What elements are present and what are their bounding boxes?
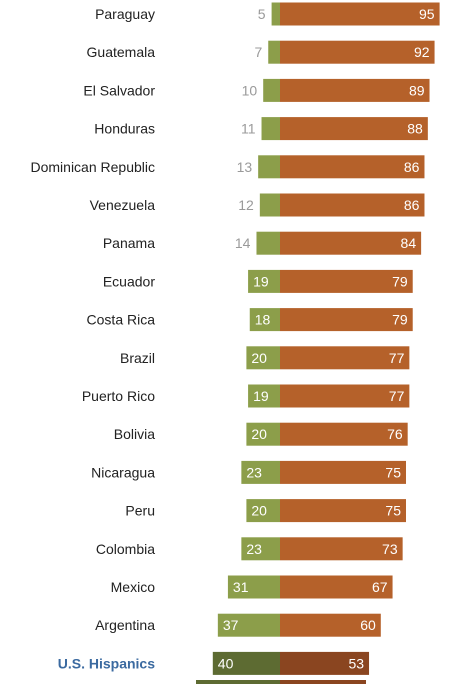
category-label: U.S. Hispanics bbox=[58, 655, 155, 671]
bar-left bbox=[246, 346, 280, 370]
value-label-right: 77 bbox=[389, 388, 405, 404]
category-label: Argentina bbox=[95, 617, 155, 633]
bar-right bbox=[280, 384, 410, 408]
value-label-left: 11 bbox=[241, 121, 256, 137]
bar-left bbox=[248, 384, 280, 408]
value-label-right: 73 bbox=[382, 541, 398, 557]
value-label-right: 75 bbox=[385, 464, 401, 480]
value-label-right: 79 bbox=[392, 312, 408, 328]
value-label-left: 19 bbox=[253, 388, 269, 404]
value-label-left: 19 bbox=[253, 273, 269, 289]
value-label-right: 84 bbox=[401, 235, 417, 251]
category-label: Peru bbox=[125, 503, 155, 519]
value-label-right: 79 bbox=[392, 273, 408, 289]
category-label: Puerto Rico bbox=[82, 388, 155, 404]
bar-left bbox=[258, 155, 280, 179]
bar-left bbox=[263, 78, 280, 102]
category-label: Guatemala bbox=[87, 44, 156, 60]
bar-left bbox=[271, 2, 280, 26]
value-label-right: 77 bbox=[389, 350, 405, 366]
bar-left bbox=[241, 537, 280, 561]
bar-left-partial bbox=[196, 680, 280, 689]
value-label-left: 23 bbox=[246, 541, 262, 557]
bar-left bbox=[256, 231, 280, 255]
category-label: Brazil bbox=[120, 350, 155, 366]
bar-left bbox=[217, 613, 280, 637]
bar-right bbox=[280, 460, 406, 484]
bar-right bbox=[280, 2, 440, 26]
bar-left bbox=[246, 499, 280, 523]
bar-left bbox=[268, 40, 280, 64]
value-label-right: 76 bbox=[387, 426, 403, 442]
value-label-right: 89 bbox=[409, 82, 425, 98]
bar-left bbox=[212, 651, 280, 675]
value-label-right: 86 bbox=[404, 159, 420, 175]
category-label: Honduras bbox=[94, 121, 155, 137]
bar-right bbox=[280, 613, 381, 637]
category-label: Bolivia bbox=[114, 426, 155, 442]
bar-left bbox=[227, 575, 280, 599]
bar-right-partial bbox=[280, 680, 366, 689]
value-label-left: 20 bbox=[251, 350, 267, 366]
value-label-right: 75 bbox=[385, 503, 401, 519]
value-label-left: 14 bbox=[235, 235, 251, 251]
value-label-right: 88 bbox=[407, 121, 423, 137]
bar-left bbox=[248, 269, 280, 293]
value-label-left: 37 bbox=[223, 617, 239, 633]
bar-right bbox=[280, 499, 406, 523]
bar-left bbox=[249, 308, 280, 332]
bar-right bbox=[280, 193, 425, 217]
value-label-right: 92 bbox=[414, 44, 430, 60]
bar-right bbox=[280, 231, 422, 255]
bar-right bbox=[280, 575, 393, 599]
category-label: El Salvador bbox=[83, 82, 155, 98]
bar-right bbox=[280, 422, 408, 446]
value-label-right: 53 bbox=[348, 655, 364, 671]
category-label: Colombia bbox=[96, 541, 155, 557]
bar-right bbox=[280, 117, 428, 141]
category-label: Dominican Republic bbox=[30, 159, 155, 175]
value-label-left: 40 bbox=[218, 655, 234, 671]
category-label: Costa Rica bbox=[87, 312, 156, 328]
category-label: Paraguay bbox=[95, 6, 155, 22]
category-label: Venezuela bbox=[90, 197, 156, 213]
category-label: Panama bbox=[103, 235, 155, 251]
category-label: Ecuador bbox=[103, 273, 155, 289]
bar-right bbox=[280, 269, 413, 293]
value-label-left: 23 bbox=[246, 464, 262, 480]
bar-left bbox=[241, 460, 280, 484]
value-label-right: 95 bbox=[419, 6, 435, 22]
bar-left bbox=[259, 193, 280, 217]
value-label-left: 7 bbox=[254, 44, 262, 60]
bar-right bbox=[280, 651, 370, 675]
value-label-right: 67 bbox=[372, 579, 388, 595]
value-label-left: 5 bbox=[258, 6, 266, 22]
value-label-left: 20 bbox=[251, 426, 267, 442]
value-label-left: 31 bbox=[233, 579, 249, 595]
value-label-right: 60 bbox=[360, 617, 376, 633]
bar-right bbox=[280, 537, 403, 561]
value-label-right: 86 bbox=[404, 197, 420, 213]
category-label: Nicaragua bbox=[91, 464, 155, 480]
value-label-left: 13 bbox=[237, 159, 253, 175]
value-label-left: 20 bbox=[251, 503, 267, 519]
bar-left bbox=[261, 117, 280, 141]
bar-right bbox=[280, 308, 413, 332]
category-label: Mexico bbox=[111, 579, 156, 595]
bar-right bbox=[280, 78, 430, 102]
bar-right bbox=[280, 346, 410, 370]
value-label-left: 18 bbox=[255, 312, 271, 328]
value-label-left: 12 bbox=[238, 197, 254, 213]
value-label-left: 10 bbox=[242, 82, 258, 98]
bar-left bbox=[246, 422, 280, 446]
bar-right bbox=[280, 155, 425, 179]
bar-right bbox=[280, 40, 435, 64]
